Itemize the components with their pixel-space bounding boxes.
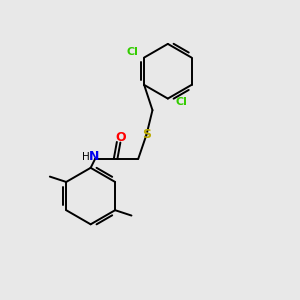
Text: S: S: [142, 128, 151, 141]
Text: Cl: Cl: [127, 47, 139, 57]
Text: H: H: [82, 152, 89, 161]
Text: Cl: Cl: [175, 97, 187, 106]
Text: O: O: [115, 131, 126, 144]
Text: N: N: [88, 150, 99, 163]
